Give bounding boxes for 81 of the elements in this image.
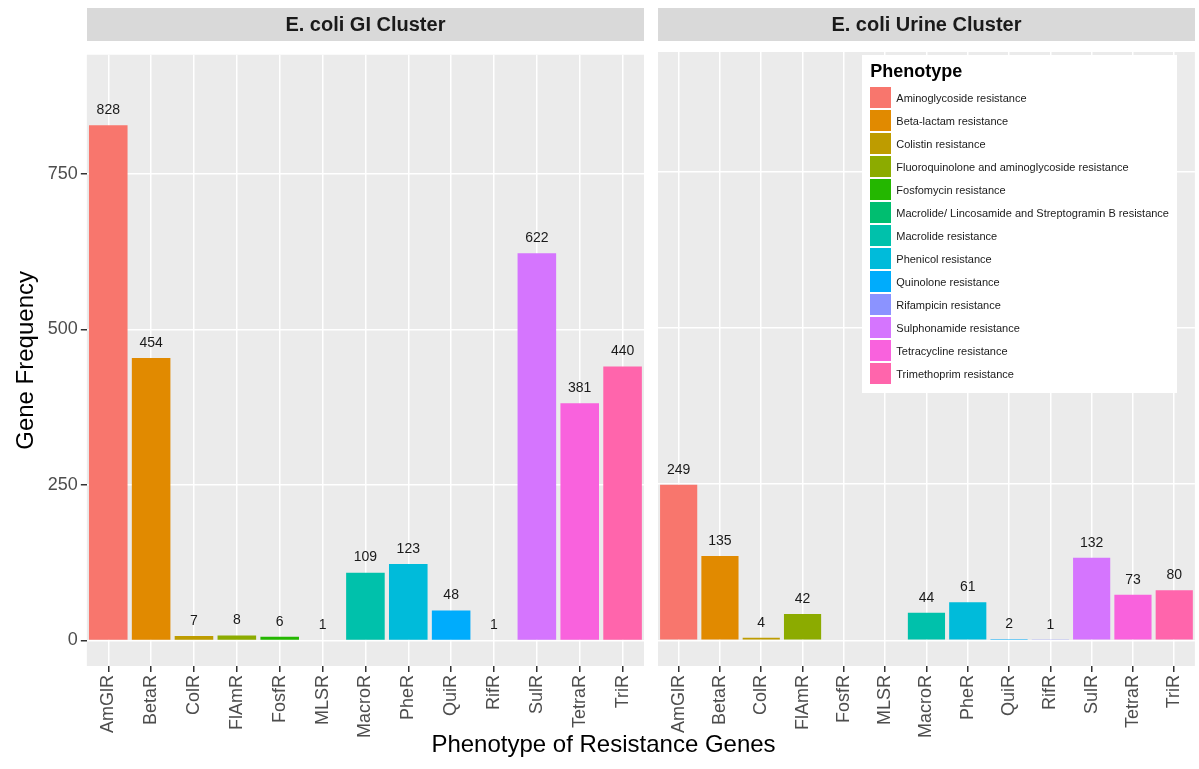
x-tick-label: ColR [182,674,203,716]
x-tick-label: SulR [525,674,546,715]
y-tick-label: 500 [47,318,78,339]
data-label: 7 [190,611,199,628]
data-label: 48 [443,586,460,603]
legend-label: Fluoroquinolone and aminoglycoside resistance [896,160,1129,173]
legend-label: Quinolone resistance [896,275,1000,288]
data-label: 135 [708,531,732,548]
chart-title: E. coli Urine Cluster [658,8,1195,41]
bar [388,563,428,640]
data-label: 123 [396,539,421,556]
data-label: 42 [794,589,811,606]
legend-title: Phenotype [870,61,964,82]
x-tick-label: BetaR [140,674,161,726]
bar [560,403,599,640]
legend-label: Sulphonamide resistance [896,321,1020,334]
x-tick-label: TetraR [1121,674,1142,729]
x-tick-label: SulR [1080,674,1101,715]
x-tick-label: QuiR [998,674,1019,717]
data-label: 8 [232,611,241,628]
legend-label: Rifampicin resistance [896,298,1001,311]
legend-label: Beta-lactam resistance [896,114,1009,127]
x-tick-label: MLSR [874,674,895,726]
x-tick-label: MacroR [354,674,375,739]
y-axis-title: Gene Frequency [11,271,39,450]
legend-label: Phenicol resistance [896,252,992,265]
legend-label: Fosfomycin resistance [896,183,1006,196]
data-label: 381 [568,379,592,396]
y-tick-label: 250 [47,473,78,494]
bar [346,572,385,640]
legend-label: Aminoglycoside resistance [896,91,1027,104]
x-tick-label: BetaR [708,674,729,726]
x-tick-label: FlAmR [791,674,812,730]
chart-title: E. coli GI Cluster [86,8,644,41]
bar [431,610,471,640]
data-label: 44 [918,588,935,605]
x-tick-label: PheR [397,674,418,721]
data-label: 6 [275,612,284,629]
data-label: 2 [1005,614,1014,631]
x-tick-label: PheR [956,674,977,721]
data-label: 1 [318,615,327,632]
bar [260,636,299,640]
data-label: 4 [757,613,766,630]
bar [517,253,557,640]
data-label: 109 [353,548,378,565]
x-tick-label: RifR [1039,674,1060,710]
x-tick-label: FosfR [268,674,289,724]
bar [217,635,257,640]
data-label: 454 [139,333,164,350]
data-label: 80 [1166,566,1183,583]
x-tick-label: MacroR [915,674,936,739]
y-tick-label: 750 [47,162,78,183]
y-tick-label: 0 [67,629,78,650]
x-tick-label: TetraR [568,674,589,729]
bar [174,636,214,640]
x-tick-label: ColR [750,674,771,716]
data-label: 622 [525,229,549,246]
x-tick-label: TriR [611,674,632,709]
legend-label: Tetracycline resistance [896,344,1008,357]
data-label: 61 [959,578,976,595]
x-tick-label: AmGlR [97,674,118,733]
data-label: 440 [610,342,635,359]
data-label: 249 [666,460,691,477]
x-tick-label: FosfR [832,674,853,724]
bar [88,125,128,640]
x-tick-label: RifR [482,674,503,710]
x-tick-label: MLSR [311,674,332,726]
legend-label: Macrolide/ Lincosamide and Streptogramin B resistance [896,206,1169,219]
legend-label: Colistin resistance [896,137,986,150]
x-tick-label: QuiR [440,674,461,717]
x-tick-label: TriR [1163,674,1184,709]
data-label: 828 [96,100,121,117]
x-tick-label: FlAmR [225,674,246,730]
bar [603,366,642,640]
data-label: 73 [1125,570,1141,587]
legend-label: Trimethoprim resistance [896,367,1014,380]
data-label: 1 [1046,615,1055,632]
bar [131,357,171,640]
data-label: 1 [490,615,499,632]
legend-label: Macrolide resistance [896,229,998,242]
data-label: 132 [1079,533,1104,550]
